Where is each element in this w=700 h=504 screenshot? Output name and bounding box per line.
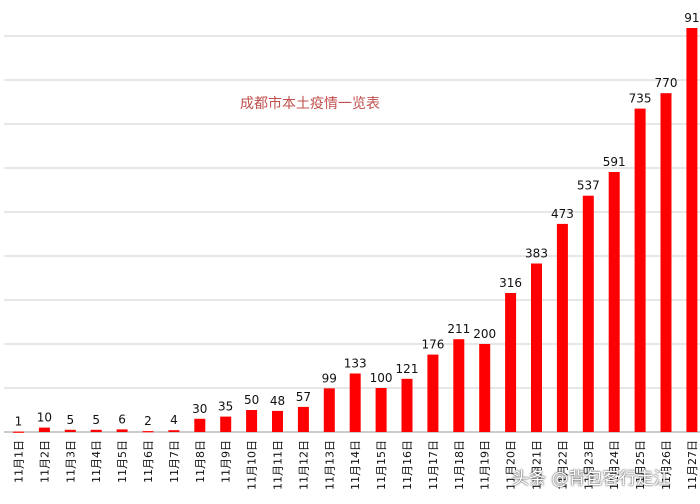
value-label: 176 [421,338,444,352]
value-label: 30 [192,402,207,416]
bar [38,427,50,432]
x-tick-label: 11月10日 [246,440,259,490]
bar [323,388,335,432]
x-tick-label: 11月26日 [660,440,673,490]
value-label: 10 [37,411,52,425]
x-tick-label: 11月13日 [323,440,336,490]
x-tick-label: 11月14日 [349,440,362,490]
value-label: 316 [499,276,522,290]
value-label: 35 [218,400,233,414]
x-tick-label: 11月9日 [220,440,233,483]
x-tick-label: 11月27日 [686,440,699,490]
x-tick-label: 11月20日 [505,440,518,490]
value-label: 735 [629,92,652,106]
bar [194,418,206,432]
x-tick-label: 11月5日 [116,440,129,483]
value-label: 100 [370,371,393,385]
value-label: 211 [447,322,470,336]
chart-title: 成都市本土疫情一览表 [240,95,380,112]
watermark-text: 头条 @背包客行走江 [512,469,671,489]
bar [453,339,465,432]
value-label: 133 [344,357,367,371]
x-tick-label: 11月1日 [13,440,26,483]
bar [13,431,24,433]
bar [479,344,491,432]
value-label: 200 [473,327,496,341]
value-label: 2 [144,414,152,428]
bar [582,195,594,432]
bar [686,28,698,432]
value-label: 5 [92,413,100,427]
bar [427,354,439,432]
bar [349,373,361,432]
x-tick-label: 11月25日 [634,440,647,490]
value-label: 5 [66,413,74,427]
value-label: 6 [118,412,126,426]
bar [272,410,283,432]
value-label: 383 [525,247,548,261]
bar [168,430,180,432]
x-tick-label: 11月19日 [479,440,492,490]
x-tick-label: 11月23日 [582,440,595,490]
value-label: 57 [296,390,311,404]
x-tick-label: 11月3日 [64,440,77,483]
bar [90,429,102,432]
value-label: 121 [396,362,419,376]
bar [531,263,542,432]
value-label: 48 [270,394,285,408]
bar [116,429,128,432]
value-label: 537 [577,179,600,193]
value-label: 91 [684,11,699,25]
x-tick-label: 11月22日 [556,440,569,490]
value-label: 99 [322,371,337,385]
value-label: 770 [655,76,678,90]
value-label: 50 [244,393,259,407]
bar [375,388,387,432]
bar [505,293,517,432]
x-tick-labels: 11月1日 11月2日 11月3日 11月4日 11月5日 11月6日 11月7日 11月8日… [13,440,699,490]
bar [220,416,232,432]
value-label: 1 [15,415,23,429]
x-tick-label: 11月11日 [272,440,285,490]
x-tick-label: 11月24日 [608,440,621,490]
x-tick-label: 11月21日 [531,440,544,490]
x-tick-label: 11月7日 [168,440,181,483]
bar [401,378,413,432]
bar [297,406,309,432]
bar [608,172,620,432]
bar [64,429,76,432]
x-tick-label: 11月6日 [142,440,155,483]
value-label: 4 [170,413,178,427]
bar [634,108,646,432]
bar [556,223,568,432]
x-tick-label: 11月4日 [90,440,103,483]
x-tick-label: 11月18日 [453,440,466,490]
x-tick-label: 11月17日 [427,440,440,490]
value-label: 473 [551,207,574,221]
x-tick-label: 11月15日 [375,440,388,490]
x-tick-label: 11月16日 [401,440,414,490]
x-tick-label: 11月2日 [38,440,51,483]
bar [142,431,154,433]
value-label: 591 [603,155,626,169]
x-tick-label: 11月8日 [194,440,207,483]
bar [660,93,672,432]
x-tick-label: 11月12日 [297,440,310,490]
bars [13,28,698,433]
gridlines [4,35,700,433]
bar [246,410,258,432]
